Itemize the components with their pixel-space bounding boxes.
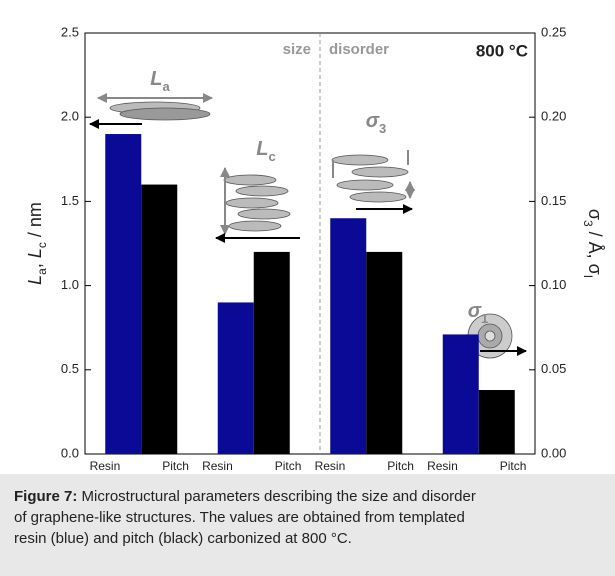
category-symbol: L	[256, 138, 268, 160]
category-sub: 1	[481, 311, 488, 326]
y-axis-label-part: / nm	[25, 202, 45, 242]
caption-line: of graphene-like structures. The values …	[14, 507, 601, 528]
bar	[105, 134, 141, 454]
y-axis-label: La, Lc / nm	[25, 202, 49, 285]
x-tick-label: Pitch	[500, 459, 527, 473]
y2-tick-label: 0.15	[541, 193, 566, 208]
category-symbol: σ	[468, 300, 482, 322]
y-tick-label: 0.5	[61, 361, 79, 376]
y-tick-label: 1.5	[61, 193, 79, 208]
y2-tick-label: 0.05	[541, 361, 566, 376]
y-tick-label: 0.0	[61, 445, 79, 460]
y2-tick-label: 0.10	[541, 277, 566, 292]
x-tick-label: Pitch	[162, 459, 189, 473]
y2-axis-label: σ3 / Å, σI	[581, 209, 605, 278]
x-tick-label: Resin	[427, 459, 458, 473]
x-tick-label: Pitch	[387, 459, 414, 473]
category-sub: c	[268, 149, 275, 164]
y2-axis-label-part: I	[581, 275, 595, 278]
x-tick-label: Resin	[202, 459, 233, 473]
disorder-label: disorder	[329, 41, 389, 58]
y-tick-label: 2.0	[61, 109, 79, 124]
y-axis-label-part: L	[25, 248, 45, 258]
category-label: σ1	[468, 300, 489, 326]
bar	[218, 302, 254, 454]
category-label: La	[150, 68, 170, 94]
bar	[366, 252, 402, 454]
y2-tick-label: 0.25	[541, 24, 566, 39]
category-sub: 3	[379, 121, 386, 136]
y-tick-label: 2.5	[61, 24, 79, 39]
chart: size disorder 800 °C 0.0 0.5 1.0 1.5 2.0 2.5 0…	[0, 0, 615, 474]
category-label: Lc	[256, 138, 275, 164]
y-axis-label-part: L	[25, 275, 45, 285]
size-label: size	[283, 41, 311, 58]
y-axis-label-part: ,	[25, 258, 45, 268]
y2-tick-label: 0.20	[541, 109, 566, 124]
page: size disorder 800 °C 0.0 0.5 1.0 1.5 2.0 2.5 0…	[0, 0, 615, 576]
caption-line: resin (blue) and pitch (black) carbonize…	[14, 528, 601, 549]
bar	[141, 185, 177, 454]
category-symbol: L	[150, 68, 162, 90]
y-tick-label: 1.0	[61, 277, 79, 292]
caption: Figure 7: Microstructural parameters des…	[0, 474, 615, 576]
caption-label: Figure 7:	[14, 488, 77, 505]
bar	[330, 218, 366, 454]
category-sub: a	[162, 79, 170, 94]
y2-axis-label-part: / Å, σ	[585, 227, 605, 275]
x-tick-label: Pitch	[275, 459, 302, 473]
x-tick-label: Resin	[315, 459, 346, 473]
y2-axis-label-part: σ	[585, 209, 605, 220]
caption-text: Microstructural parameters describing th…	[77, 488, 476, 505]
category-symbol: σ	[366, 110, 380, 132]
bar	[443, 334, 479, 454]
category-label: σ3	[366, 110, 387, 136]
bar	[254, 252, 290, 454]
temperature-label: 800 °C	[476, 41, 528, 60]
caption-line: Figure 7: Microstructural parameters des…	[14, 486, 601, 507]
x-tick-label: Resin	[90, 459, 121, 473]
y2-tick-label: 0.00	[541, 445, 566, 460]
bar	[479, 390, 515, 454]
